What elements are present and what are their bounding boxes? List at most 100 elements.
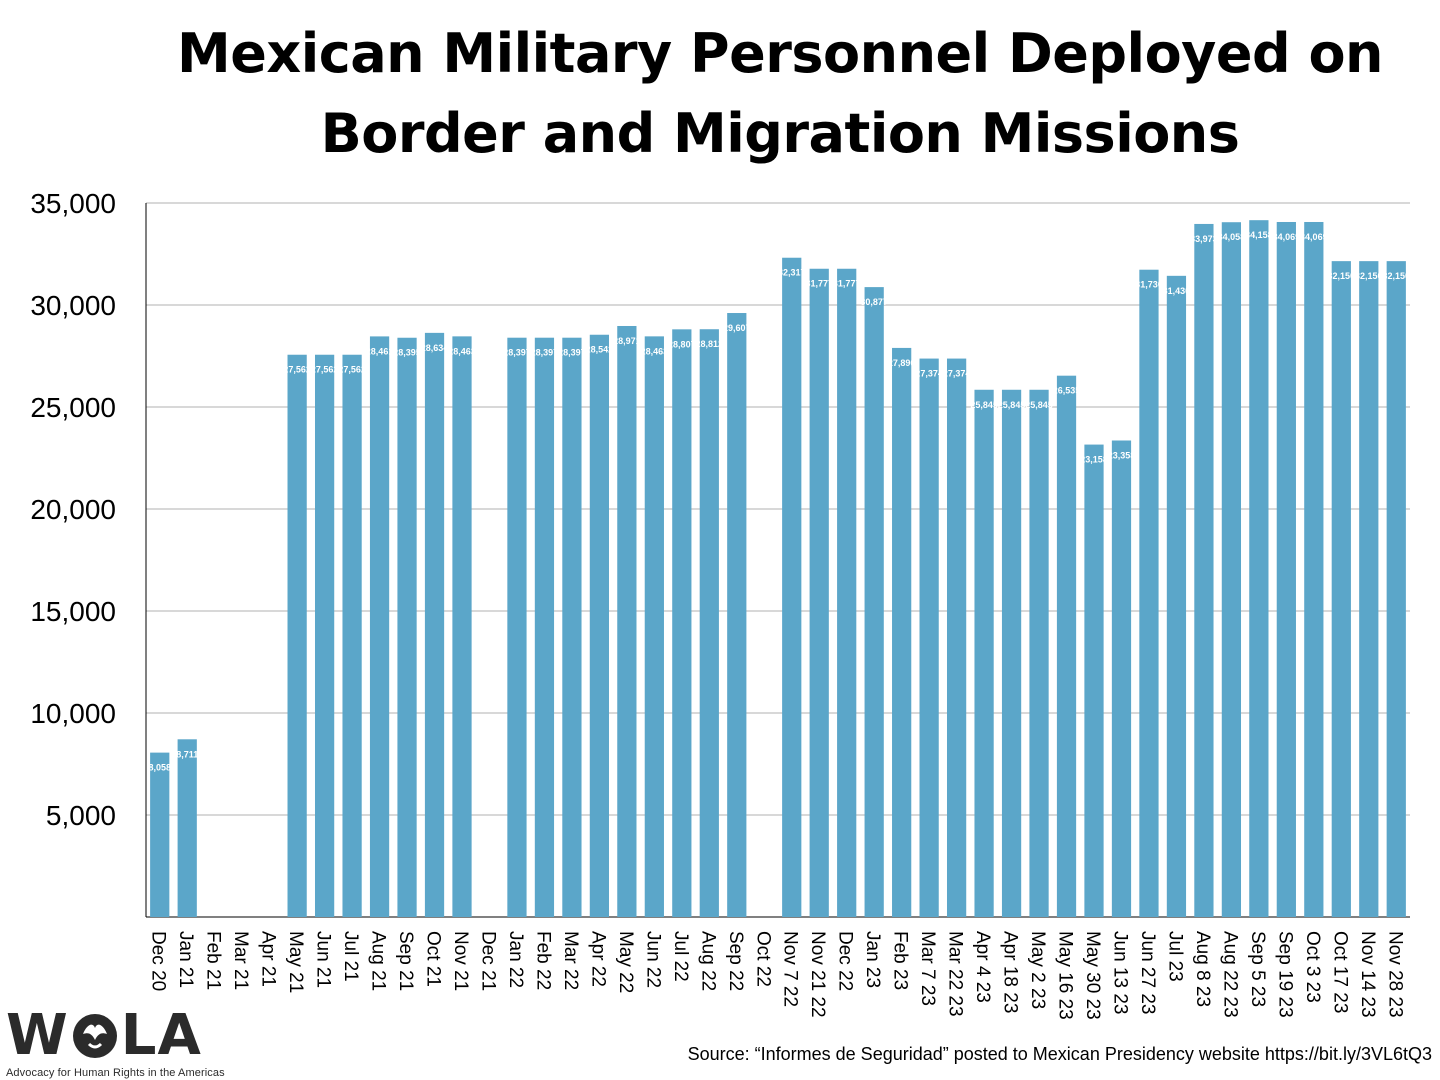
bar bbox=[1304, 221, 1324, 917]
bar bbox=[507, 337, 527, 918]
x-tick-label: Jul 21 bbox=[340, 931, 361, 982]
bar bbox=[534, 337, 555, 918]
y-tick-label: 10,000 bbox=[30, 698, 116, 729]
bar-data-label: 23,158 bbox=[1080, 455, 1108, 465]
bar-data-label: 32,317 bbox=[778, 268, 806, 278]
bar-data-label: 32,150 bbox=[1355, 271, 1383, 281]
bar-data-label: 34,158 bbox=[1245, 230, 1273, 240]
bar bbox=[644, 336, 664, 917]
bar bbox=[424, 332, 445, 917]
dove-globe-icon bbox=[72, 1014, 117, 1058]
bar bbox=[1359, 261, 1379, 917]
bar bbox=[617, 325, 637, 918]
x-tick-label: May 16 23 bbox=[1055, 931, 1076, 1020]
bar-data-label: 25,845 bbox=[998, 400, 1026, 410]
chart-title-line1: Mexican Military Personnel Deployed on bbox=[177, 22, 1383, 85]
x-tick-label: Jun 22 bbox=[642, 931, 663, 988]
bar-data-label: 28,634 bbox=[421, 343, 449, 353]
x-tick-label: Feb 21 bbox=[203, 931, 224, 990]
logo-word-left: W bbox=[6, 1003, 69, 1068]
x-tick-label: Apr 18 23 bbox=[1000, 931, 1021, 1013]
bar bbox=[1331, 261, 1351, 917]
bar bbox=[397, 337, 417, 917]
bar bbox=[1029, 389, 1049, 918]
x-tick-label: Apr 22 bbox=[587, 931, 608, 987]
bar-data-label: 28,397 bbox=[558, 348, 586, 358]
bar-data-label: 28,463 bbox=[641, 346, 669, 356]
bar-data-label: 31,777 bbox=[805, 279, 833, 289]
x-tick-label: Apr 21 bbox=[258, 931, 279, 987]
logo-tagline: Advocacy for Human Rights in the America… bbox=[6, 1067, 225, 1079]
logo-wordmark: W LA bbox=[6, 1008, 236, 1064]
x-tick-label: Sep 21 bbox=[395, 931, 416, 991]
bar bbox=[1276, 221, 1296, 917]
bar bbox=[946, 358, 967, 917]
chart-title: Mexican Military Personnel Deployed on B… bbox=[0, 14, 1440, 174]
bar-data-label: 28,807 bbox=[668, 339, 696, 349]
bar-data-label: 28,397 bbox=[531, 348, 559, 358]
bar bbox=[314, 354, 335, 917]
x-tick-label: Mar 7 23 bbox=[917, 931, 938, 1006]
bar-data-label: 27,374 bbox=[943, 369, 971, 379]
bar-data-label: 32,150 bbox=[1382, 271, 1410, 281]
bar-data-label: 27,896 bbox=[888, 358, 916, 368]
bar bbox=[1139, 269, 1159, 917]
bar-data-label: 28,395 bbox=[393, 348, 421, 358]
bar bbox=[974, 389, 994, 918]
bar bbox=[1001, 389, 1022, 918]
x-tick-label: Jun 27 23 bbox=[1137, 931, 1158, 1014]
y-tick-label: 25,000 bbox=[30, 392, 116, 423]
bar bbox=[1194, 223, 1214, 917]
bar-data-label: 28,397 bbox=[503, 348, 531, 358]
x-tick-label: Jan 23 bbox=[862, 931, 883, 988]
x-tick-label: May 30 23 bbox=[1082, 931, 1103, 1020]
chart-title-line2: Border and Migration Missions bbox=[320, 102, 1240, 165]
bar-data-label: 23,358 bbox=[1108, 450, 1136, 460]
bar bbox=[1249, 220, 1269, 917]
bar-data-label: 28,463 bbox=[448, 346, 476, 356]
x-tick-label: Oct 17 23 bbox=[1329, 931, 1350, 1013]
bar-data-label: 34,069 bbox=[1300, 232, 1328, 242]
bar-data-label: 27,562 bbox=[311, 365, 339, 375]
wola-logo[interactable]: W LA Advocacy for Human Rights in the Am… bbox=[6, 1008, 236, 1080]
x-tick-label: Feb 23 bbox=[890, 931, 911, 990]
x-tick-label: Mar 22 23 bbox=[945, 931, 966, 1017]
x-tick-label: Sep 5 23 bbox=[1247, 931, 1268, 1007]
x-tick-label: Jun 21 bbox=[313, 931, 334, 988]
logo-word-right: LA bbox=[120, 1003, 202, 1068]
bar bbox=[1111, 440, 1132, 917]
bar bbox=[287, 354, 307, 917]
bar-data-label: 28,461 bbox=[366, 346, 394, 356]
x-tick-label: Aug 21 bbox=[368, 931, 389, 991]
x-tick-label: Apr 4 23 bbox=[972, 931, 993, 1003]
y-tick-label: 30,000 bbox=[30, 290, 116, 321]
bar bbox=[892, 347, 912, 917]
bar-data-label: 8,058 bbox=[148, 763, 171, 773]
x-tick-label: Mar 21 bbox=[230, 931, 251, 990]
bar bbox=[672, 329, 692, 918]
x-tick-label: Oct 3 23 bbox=[1302, 931, 1323, 1003]
x-tick-label: Nov 21 22 bbox=[807, 931, 828, 1018]
bar bbox=[1166, 275, 1187, 917]
x-tick-label: Dec 20 bbox=[148, 931, 169, 991]
bar-data-label: 28,971 bbox=[613, 336, 641, 346]
bar-data-label: 28,542 bbox=[586, 345, 614, 355]
bar-data-label: 27,374 bbox=[915, 369, 943, 379]
x-tick-label: Mar 22 bbox=[560, 931, 581, 990]
bar bbox=[589, 334, 610, 918]
x-tick-label: Sep 19 23 bbox=[1274, 931, 1295, 1018]
y-tick-label: 15,000 bbox=[30, 596, 116, 627]
bar bbox=[1386, 261, 1406, 917]
bar-data-label: 28,812 bbox=[696, 339, 724, 349]
x-tick-label: Aug 22 23 bbox=[1219, 931, 1240, 1018]
x-tick-label: Nov 28 23 bbox=[1384, 931, 1405, 1018]
x-tick-label: Dec 22 bbox=[835, 931, 856, 991]
x-tick-label: Sep 22 bbox=[725, 931, 746, 991]
bar bbox=[727, 313, 747, 917]
bar-data-label: 30,877 bbox=[860, 297, 888, 307]
bar bbox=[864, 287, 884, 917]
bar-data-label: 34,058 bbox=[1218, 232, 1246, 242]
bar-data-label: 33,973 bbox=[1190, 234, 1218, 244]
bar bbox=[1056, 375, 1077, 917]
